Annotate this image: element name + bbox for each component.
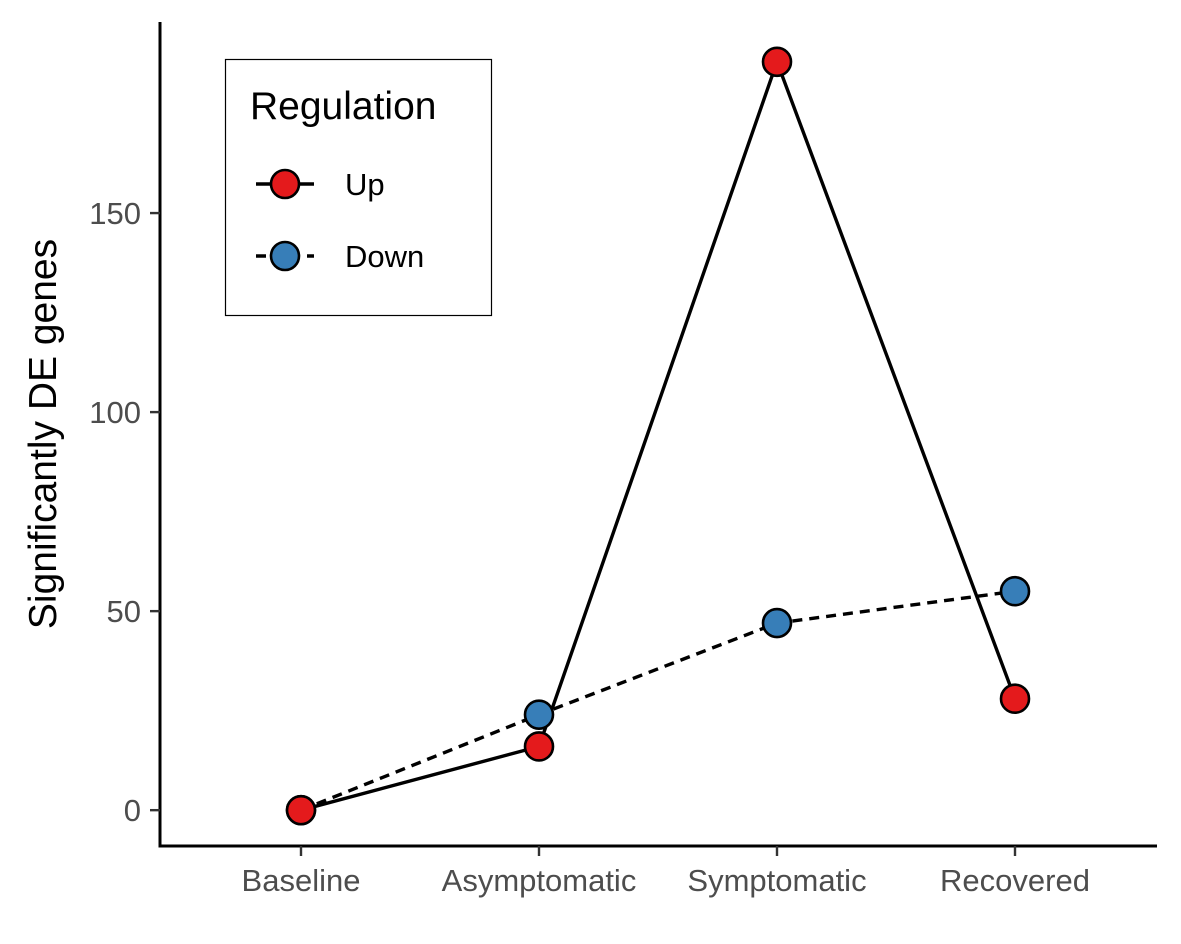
legend-title: Regulation	[250, 85, 436, 128]
data-point-down	[523, 699, 555, 730]
legend-items: Up Down	[256, 167, 424, 274]
y-axis-title: Significantly DE genes	[22, 239, 65, 629]
data-point-up	[285, 794, 317, 826]
series-line-down	[300, 589, 1016, 812]
axes	[158, 22, 1157, 848]
legend-key-point	[269, 168, 301, 200]
x-ticks: Baseline Asymptomatic Symptomatic Recovered	[242, 846, 1090, 898]
legend: Regulation Up Down	[224, 58, 493, 317]
series-lines	[300, 56, 1017, 812]
series-points	[285, 46, 1031, 826]
data-point-down	[999, 575, 1031, 607]
series-line-up	[300, 56, 1017, 812]
legend-key-point	[269, 240, 301, 272]
data-point-up	[999, 683, 1031, 715]
data-point-down	[761, 607, 793, 639]
y-tick-label: 0	[124, 793, 141, 828]
legend-box	[224, 58, 493, 317]
y-ticks: 0 50 100 150	[89, 196, 160, 828]
y-tick-label: 50	[107, 594, 141, 629]
y-tick-label: 100	[89, 395, 141, 430]
x-tick-label: Baseline	[242, 863, 361, 898]
x-tick-label: Asymptomatic	[442, 863, 637, 898]
data-point-up	[523, 731, 555, 762]
x-tick-label: Recovered	[940, 863, 1090, 898]
data-point-up	[761, 46, 793, 78]
legend-label-up: Up	[345, 167, 385, 202]
x-tick-label: Symptomatic	[687, 863, 866, 898]
legend-label-down: Down	[345, 239, 424, 274]
y-tick-label: 150	[89, 196, 141, 231]
